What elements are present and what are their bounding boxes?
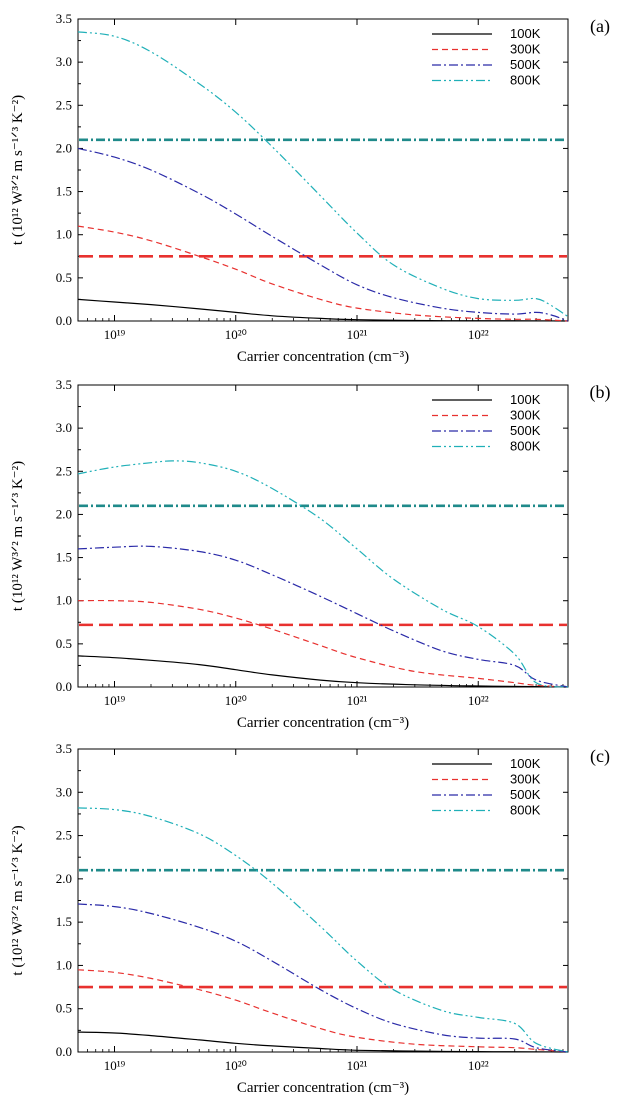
y-tick-label: 0.0 [56, 679, 72, 694]
legend-label-500K: 500K [510, 57, 541, 72]
y-tick-label: 1.5 [56, 184, 72, 199]
legend-label-300K: 300K [510, 772, 541, 787]
y-tick-label: 3.5 [56, 741, 72, 756]
plot-frame [77, 748, 569, 1053]
y-tick-label: 1.0 [56, 593, 72, 608]
y-tick-label: 1.5 [56, 550, 72, 565]
series-line-300K [77, 599, 569, 688]
y-axis-title: t (10¹² W³ᐟ² m s⁻¹ᐟ³ K⁻²) [10, 825, 26, 975]
x-tick-label: 10²² [468, 327, 489, 342]
y-tick-label: 2.0 [56, 506, 72, 521]
y-tick-label: 3.0 [56, 784, 72, 799]
series-line-800K [77, 807, 569, 1053]
x-tick-label: 10²⁰ [225, 693, 247, 708]
y-tick-label: 3.5 [56, 11, 72, 26]
x-tick-label: 10²² [468, 1058, 489, 1073]
series-line-300K [77, 969, 569, 1053]
y-tick-label: 3.0 [56, 420, 72, 435]
y-tick-label: 0.0 [56, 313, 72, 328]
y-tick-label: 0.5 [56, 1001, 72, 1016]
legend-label-300K: 300K [510, 42, 541, 57]
y-axis-title: t (10¹² W³ᐟ² m s⁻¹ᐟ³ K⁻²) [10, 461, 26, 611]
series-line-800K [77, 31, 569, 318]
panel-label: (a) [590, 16, 610, 37]
y-tick-label: 3.0 [56, 54, 72, 69]
chart-panel-1: 0.0 0.5 1.0 1.5 2.0 2.5 3.0 3.5 10¹⁹ 10²⁰ 10²¹ 10²²… [10, 11, 610, 365]
legend-label-800K: 800K [510, 803, 541, 818]
y-tick-label: 2.5 [56, 828, 72, 843]
y-tick-label: 3.5 [56, 377, 72, 392]
series-line-500K [77, 147, 569, 322]
y-axis-title: t (10¹² W³ᐟ² m s⁻¹ᐟ³ K⁻²) [10, 95, 26, 245]
y-tick-label: 2.5 [56, 463, 72, 478]
series-line-100K [77, 655, 569, 688]
legend-label-800K: 800K [510, 73, 541, 88]
x-tick-label: 10¹⁹ [104, 327, 126, 342]
series-line-500K [77, 903, 569, 1053]
y-tick-label: 0.5 [56, 270, 72, 285]
legend-label-100K: 100K [510, 756, 541, 771]
legend-label-100K: 100K [510, 392, 541, 407]
x-axis-title: Carrier concentration (cm⁻³) [237, 349, 409, 365]
x-tick-label: 10¹⁹ [104, 693, 126, 708]
y-tick-label: 2.0 [56, 871, 72, 886]
series-line-100K [77, 1031, 569, 1053]
series-line-800K [77, 460, 569, 688]
x-tick-label: 10²⁰ [225, 327, 247, 342]
legend-label-100K: 100K [510, 26, 541, 41]
panel-label: (b) [590, 382, 611, 403]
chart-panel-2: 0.0 0.5 1.0 1.5 2.0 2.5 3.0 3.5 10¹⁹ 10²⁰ 10²¹ 10²²… [10, 377, 611, 731]
panel-label: (c) [590, 746, 610, 767]
series-line-300K [77, 225, 569, 322]
y-tick-label: 0.5 [56, 636, 72, 651]
x-tick-label: 10²⁰ [225, 1058, 247, 1073]
y-tick-label: 0.0 [56, 1044, 72, 1059]
legend-label-800K: 800K [510, 439, 541, 454]
plot-frame [77, 384, 569, 688]
x-tick-label: 10²¹ [347, 1058, 368, 1073]
x-tick-label: 10²¹ [347, 327, 368, 342]
y-tick-label: 2.5 [56, 97, 72, 112]
legend-label-500K: 500K [510, 787, 541, 802]
legend-label-500K: 500K [510, 423, 541, 438]
x-tick-label: 10²² [468, 693, 489, 708]
x-axis-title: Carrier concentration (cm⁻³) [237, 1080, 409, 1096]
x-tick-label: 10¹⁹ [104, 1058, 126, 1073]
x-tick-label: 10²¹ [347, 693, 368, 708]
series-line-500K [77, 545, 569, 688]
y-tick-label: 1.5 [56, 914, 72, 929]
chart-panel-3: 0.0 0.5 1.0 1.5 2.0 2.5 3.0 3.5 10¹⁹ 10²⁰ 10²¹ 10²²… [10, 741, 610, 1096]
x-axis-title: Carrier concentration (cm⁻³) [237, 715, 409, 731]
y-tick-label: 1.0 [56, 227, 72, 242]
series-line-100K [77, 298, 569, 322]
legend-label-300K: 300K [510, 408, 541, 423]
y-tick-label: 2.0 [56, 140, 72, 155]
y-tick-label: 1.0 [56, 957, 72, 972]
